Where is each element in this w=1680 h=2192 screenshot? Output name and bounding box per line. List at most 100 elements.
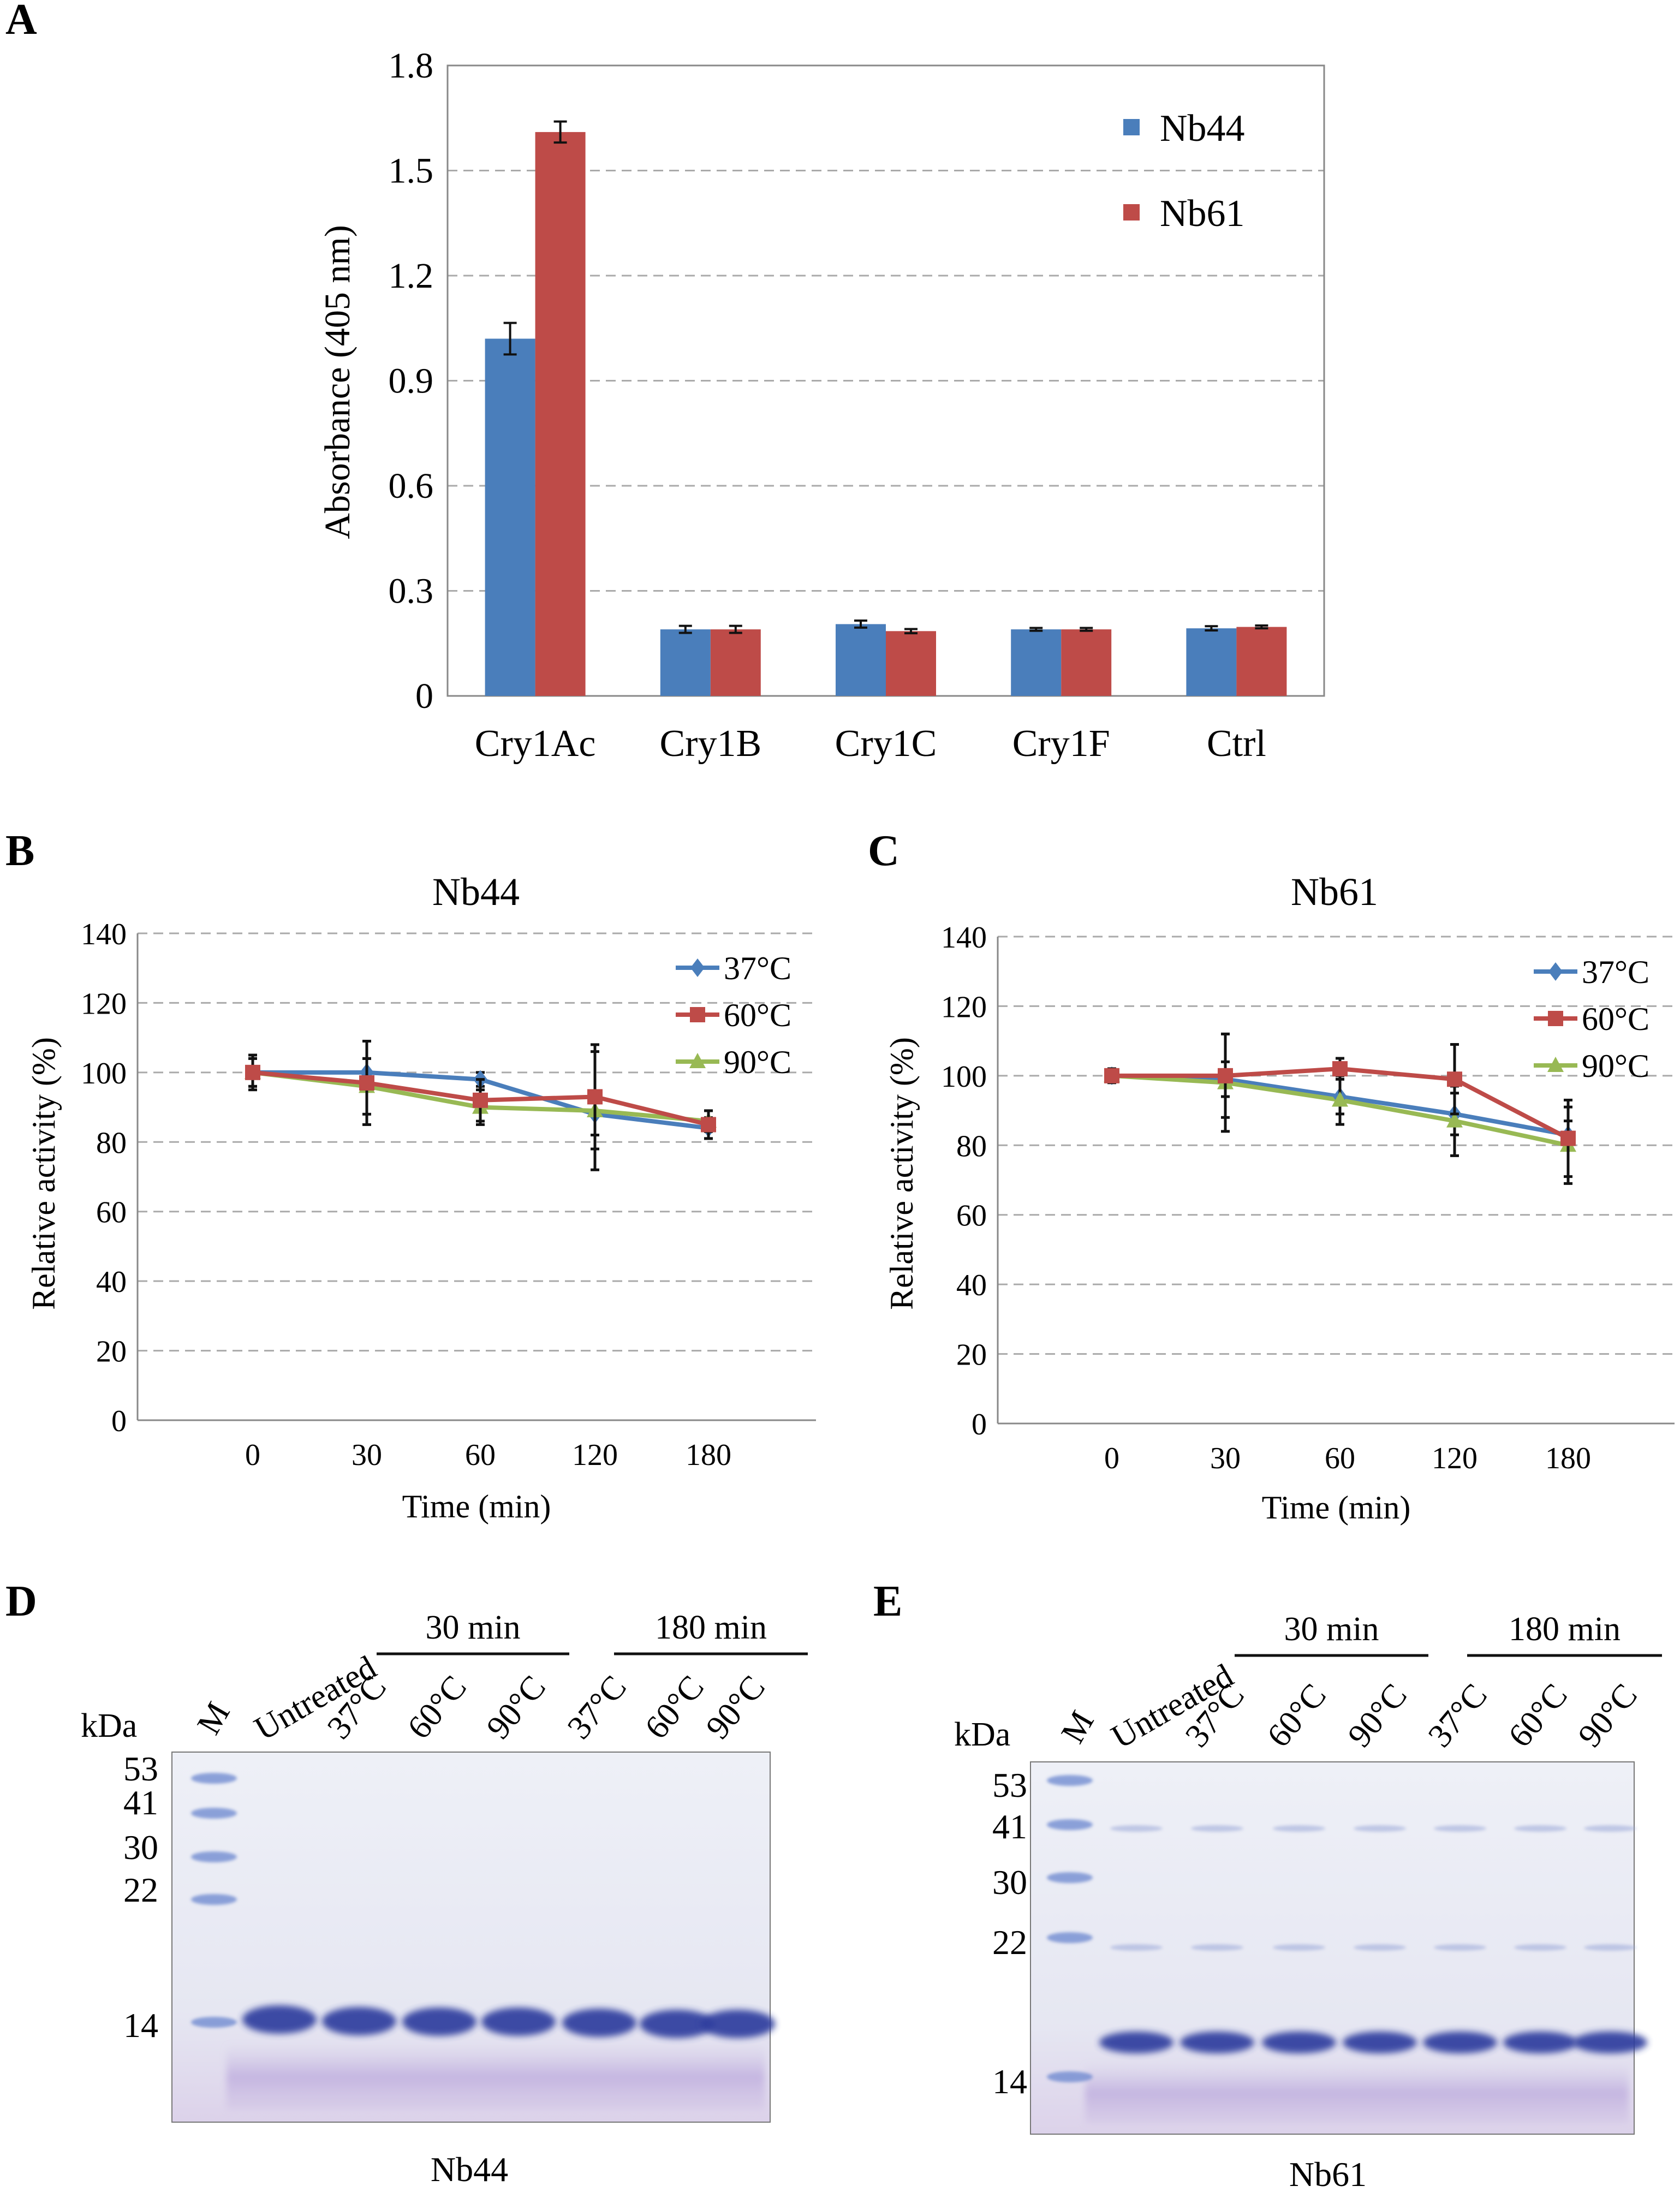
faint-band (1191, 1825, 1243, 1832)
x-tick-label: 120 (1432, 1442, 1478, 1475)
legend-marker-square (1548, 1011, 1563, 1026)
ladder-band (191, 2017, 237, 2028)
ladder-band (191, 1773, 237, 1784)
bar-nb61-cry1f (1061, 629, 1112, 696)
chart-a-y-axis-title: Absorbance (405 nm) (318, 225, 358, 539)
data-point-triangle (1332, 1091, 1348, 1107)
marker-lane-label: M (1054, 1705, 1101, 1749)
temperature-lane-label: 90°C (480, 1669, 553, 1746)
legend-label-nb61: Nb61 (1160, 193, 1245, 235)
chart-b-legend: 37°C 60°C 90°C (676, 950, 791, 1080)
legend-marker-square (690, 1007, 705, 1022)
legend-label: 60°C (724, 997, 791, 1033)
x-tick-label-cry1f: Cry1F (1012, 723, 1110, 765)
faint-band (1584, 1944, 1636, 1951)
ladder-band (1047, 1819, 1093, 1830)
panel-label-a: A (5, 0, 37, 44)
ladder-kda-label: 14 (123, 2006, 158, 2045)
chart-c-series (1104, 1032, 1576, 1185)
gel-d-bands (191, 1773, 775, 2110)
x-tick-label: 60 (465, 1438, 496, 1472)
legend-marker-triangle (689, 1053, 706, 1068)
bar-nb61-cry1ac (535, 132, 586, 696)
protein-band (562, 2009, 636, 2037)
y-tick-label: 0.9 (389, 361, 434, 401)
protein-band (322, 2007, 396, 2035)
gel-d-caption: Nb44 (431, 2150, 508, 2189)
faint-band (1584, 1825, 1636, 1832)
gel-e-kda-label: kDa (954, 1716, 1010, 1753)
ladder-kda-label: 41 (992, 1807, 1027, 1846)
data-point-square (1332, 1061, 1348, 1077)
y-tick-label: 0 (111, 1404, 127, 1438)
line-chart-nb44-stability: Nb44 0 20 40 60 80 100 120 140 0 30 60 120 180 Rela… (26, 870, 816, 1524)
chart-c-x-tick-labels: 0 30 60 120 180 (1104, 1442, 1591, 1475)
temperature-lane-label: 60°C (1502, 1677, 1575, 1754)
bar-nb44-ctrl (1186, 628, 1237, 696)
bar-nb44-cry1ac (485, 338, 535, 696)
protein-band (1099, 2032, 1173, 2053)
x-tick-label: 30 (352, 1438, 382, 1472)
panel-label-d: D (5, 1577, 37, 1625)
temperature-lane-label: 90°C (1571, 1677, 1645, 1754)
protein-band (402, 2008, 476, 2036)
ladder-kda-label: 22 (123, 1871, 158, 1909)
data-point-square (473, 1092, 488, 1108)
legend-label: 90°C (724, 1044, 791, 1080)
ladder-band (1047, 1932, 1093, 1943)
bar-nb44-cry1b (660, 629, 711, 696)
ladder-kda-label: 14 (992, 2062, 1027, 2101)
protein-band (1343, 2032, 1417, 2053)
time-group-label: 30 min (426, 1609, 521, 1646)
temperature-lane-label: 90°C (699, 1669, 772, 1746)
ladder-band (191, 1894, 237, 1905)
faint-band (1514, 1944, 1566, 1951)
ladder-kda-label: 30 (123, 1828, 158, 1867)
protein-band (1262, 2032, 1336, 2053)
ladder-band (1047, 1775, 1093, 1786)
faint-band (1354, 1944, 1406, 1951)
ladder-band (1047, 2071, 1093, 2082)
chart-c-y-axis-title: Relative activity (%) (884, 1037, 920, 1310)
time-group-label: 30 min (1284, 1611, 1379, 1648)
y-tick-label: 40 (96, 1265, 127, 1299)
data-point-square (1104, 1068, 1119, 1083)
panel-label-b: B (5, 827, 34, 875)
y-tick-label: 60 (956, 1199, 987, 1233)
gel-d-kda-label: kDa (81, 1707, 137, 1744)
x-tick-label: 120 (572, 1438, 618, 1472)
chart-a-gridlines (448, 170, 1324, 592)
protein-band (1423, 2032, 1497, 2053)
chart-c-legend: 37°C 60°C 90°C (1534, 954, 1649, 1084)
chart-c-title: Nb61 (1291, 870, 1378, 914)
faint-band (1110, 1944, 1163, 1951)
faint-band (1191, 1944, 1243, 1951)
line-chart-nb61-stability: Nb61 0 20 40 60 80 100 120 140 0 30 60 120 180 Rela… (884, 870, 1675, 1526)
ladder-kda-label: 30 (992, 1863, 1027, 1902)
protein-band (1180, 2032, 1254, 2053)
ladder-band (191, 1851, 237, 1862)
y-tick-label: 140 (941, 921, 987, 955)
temperature-lane-label: 60°C (638, 1669, 711, 1746)
temperature-lane-label: 90°C (1341, 1677, 1414, 1754)
y-tick-label: 60 (96, 1196, 127, 1230)
panel-label-c: C (868, 827, 899, 875)
data-point-triangle (1446, 1112, 1463, 1128)
faint-band (1434, 1825, 1486, 1832)
dye-front (227, 2044, 765, 2110)
bar-nb44-cry1c (836, 624, 886, 696)
chart-c-y-tick-labels: 0 20 40 60 80 100 120 140 (941, 921, 987, 1442)
legend-swatch-nb44 (1123, 119, 1140, 135)
data-point-square (1218, 1068, 1233, 1083)
x-tick-label: 30 (1210, 1442, 1241, 1475)
chart-a-y-tick-labels: 0 0.3 0.6 0.9 1.2 1.5 1.8 (389, 46, 434, 716)
y-tick-label: 0 (972, 1408, 987, 1442)
x-tick-label: 180 (686, 1438, 731, 1472)
panel-label-e: E (873, 1577, 902, 1625)
protein-band (701, 2010, 775, 2038)
